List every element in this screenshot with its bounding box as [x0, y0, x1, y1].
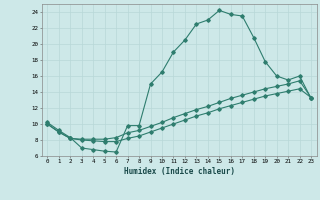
- X-axis label: Humidex (Indice chaleur): Humidex (Indice chaleur): [124, 167, 235, 176]
